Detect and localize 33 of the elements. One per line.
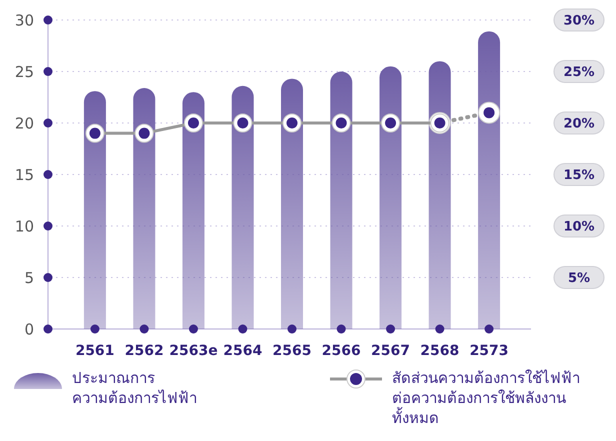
x-tick-label: 2567 [371,343,410,359]
x-tick-label: 2566 [322,343,361,359]
y2-tick-label: 10% [563,220,595,235]
bar [428,61,451,329]
y2-tick-label: 25% [563,65,595,80]
bar [182,92,204,329]
bar [380,66,402,329]
y2-tick-label: 20% [563,116,595,132]
y-tick-label: 30 [14,11,34,30]
bar [133,88,156,329]
y-tick-label: 10 [14,217,34,236]
y-tick-label: 25 [14,62,34,81]
y-tick-label: 5 [24,268,34,287]
x-tick-label: 2563e [169,343,218,359]
bar [232,86,254,329]
x-tick-label: 2561 [75,343,114,359]
bar [478,31,500,329]
y-tick-label: 20 [14,114,34,132]
y2-tick-label: 15% [563,168,595,184]
y2-tick-label: 30% [563,14,595,29]
legend-label: ประมาณการ ความต้องการไฟฟ้า [72,369,197,407]
x-tick-label: 2564 [223,343,262,359]
x-tick-label: 2568 [420,343,460,359]
legend-label: สัดส่วนความต้องการใช้ไฟฟ้า ต่อความต้องการใช้พลังงาน ทั้งหมด [392,369,580,427]
y-tick-label: 15 [14,166,34,184]
bar [281,78,303,329]
y-tick-label: 0 [24,320,34,338]
x-tick-label: 2573 [470,343,509,359]
x-tick-label: 2562 [124,343,164,359]
bar [330,72,352,329]
y2-tick-label: 5% [568,271,590,286]
x-tick-label: 2565 [272,343,312,359]
bar [84,91,106,329]
